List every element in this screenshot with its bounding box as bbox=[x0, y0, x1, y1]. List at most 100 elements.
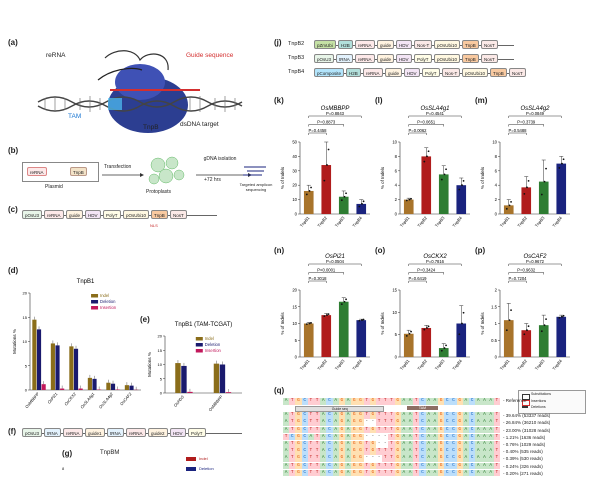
x-tick-label: TnpB2 bbox=[516, 358, 528, 371]
nucleotide: A bbox=[462, 419, 469, 427]
legend-swatch bbox=[195, 343, 203, 347]
data-point bbox=[561, 162, 563, 165]
nucleotide: A bbox=[425, 462, 432, 470]
nucleotide: G bbox=[351, 419, 358, 427]
y-tick-label: 5 bbox=[25, 363, 28, 368]
data-point bbox=[526, 329, 528, 332]
nucleotide: T bbox=[388, 455, 395, 463]
q-guide-seq-bar: Guide seq bbox=[295, 406, 385, 413]
nucleotide: A bbox=[481, 462, 488, 470]
p-value-label: P=0.9672 bbox=[526, 259, 545, 264]
nucleotide: C bbox=[419, 462, 426, 470]
nucleotide: G bbox=[357, 455, 364, 463]
construct-j-label-tnpb3: TnpB3 bbox=[288, 55, 305, 61]
bar-tnpb4 bbox=[356, 320, 367, 357]
nucleotide: C bbox=[326, 419, 333, 427]
nucleotide: A bbox=[345, 469, 352, 477]
y-tick-label: 10 bbox=[492, 140, 497, 145]
nucleotide: A bbox=[345, 448, 352, 455]
nucleotide: T bbox=[382, 398, 389, 405]
chart-m-ossla4g2: OsSLA4g2 0 2 4 6 8 10 % of Indels TnpB1 TnpB2 TnpB… bbox=[480, 106, 570, 228]
bar-tnpb4 bbox=[556, 316, 567, 357]
nucleotide: A bbox=[475, 469, 482, 477]
p-value-label: P=0.3739 bbox=[517, 120, 536, 125]
chart-title: OsMBBPP bbox=[321, 106, 350, 112]
bar-tnpb3 bbox=[338, 301, 349, 357]
p-value-label: P=0.0849 bbox=[526, 111, 545, 116]
nucleotide: A bbox=[320, 448, 327, 455]
data-point bbox=[423, 160, 426, 163]
nucleotide: A bbox=[487, 448, 494, 455]
construct-part-guide2: guide2 bbox=[148, 428, 168, 437]
tam-label: TAM bbox=[68, 113, 82, 120]
nucleotide: C bbox=[301, 441, 308, 448]
data-point bbox=[405, 199, 408, 202]
nucleotide: A bbox=[481, 455, 488, 463]
y-tick-label: 20 bbox=[292, 288, 297, 293]
y-axis-label: Mutations % bbox=[12, 329, 17, 354]
y-axis-label: % of Indels bbox=[280, 166, 285, 189]
data-point bbox=[558, 167, 561, 169]
bar-insertion bbox=[41, 384, 46, 390]
panel-label-j: (j) bbox=[274, 38, 282, 47]
targeted-sequencing-label: Targeted amplicon sequencing bbox=[239, 182, 273, 192]
data-point bbox=[462, 179, 465, 182]
nucleotide: C bbox=[301, 433, 308, 441]
nucleotide: A bbox=[475, 462, 482, 470]
nucleotide: T bbox=[314, 448, 321, 455]
nucleotide: G bbox=[438, 448, 445, 455]
legend-swatch bbox=[91, 300, 99, 304]
data-point bbox=[427, 325, 430, 328]
panel-label-q: (q) bbox=[274, 386, 285, 395]
x-tick-label: TnpB1 bbox=[399, 358, 411, 371]
nucleotide: C bbox=[301, 398, 308, 405]
p-value-label: P=0.6419 bbox=[408, 276, 427, 281]
nucleotide: A bbox=[283, 398, 290, 405]
nucleotide: T bbox=[307, 448, 314, 455]
y-tick-label: 15 bbox=[292, 304, 297, 309]
nucleotide: A bbox=[332, 412, 339, 419]
nucleotide: T bbox=[413, 412, 420, 419]
x-tick-label: TnpB2 bbox=[416, 215, 428, 228]
nucleotide: - bbox=[382, 433, 389, 441]
nucleotide: C bbox=[301, 419, 308, 427]
nucleotide: A bbox=[400, 462, 407, 470]
nucleotide: G bbox=[295, 448, 302, 455]
nucleotide: A bbox=[475, 448, 482, 455]
nucleotide: A bbox=[425, 398, 432, 405]
x-tick-label: OsSLA4g2 bbox=[98, 391, 115, 410]
x-tick-label: TnpB2 bbox=[416, 358, 428, 371]
x-tick-label: TnpB1 bbox=[299, 215, 311, 228]
data-point bbox=[543, 324, 546, 327]
nucleotide: G bbox=[295, 469, 302, 477]
p-value-label: P=0.9632 bbox=[517, 268, 536, 273]
nucleotide: G bbox=[438, 441, 445, 448]
construct-part-guide: guide bbox=[377, 40, 395, 49]
q-read-percentage: - 0.76% (1029 reads) bbox=[503, 442, 546, 447]
bar-deletion bbox=[55, 345, 60, 390]
nucleotide: C bbox=[419, 441, 426, 448]
x-tick-label: TnpB4 bbox=[451, 215, 463, 228]
construct-part-nost: NosT bbox=[481, 40, 498, 49]
nucleotide: G bbox=[394, 419, 401, 427]
nucleotide: G bbox=[295, 433, 302, 441]
nucleotide: G bbox=[438, 469, 445, 477]
nucleotide: A bbox=[407, 426, 414, 434]
nucleotide: C bbox=[419, 455, 426, 463]
x-tick-label: OsMBBPP bbox=[207, 394, 223, 412]
nucleotide: T bbox=[314, 426, 321, 434]
nucleotide: G bbox=[394, 469, 401, 477]
nucleotide: A bbox=[425, 448, 432, 455]
nucleotide: A bbox=[481, 448, 488, 455]
nucleotide: T bbox=[388, 426, 395, 434]
nucleotide: A bbox=[345, 441, 352, 448]
nucleotide: A bbox=[462, 426, 469, 434]
nucleotide: G bbox=[351, 462, 358, 470]
data-point bbox=[310, 321, 312, 324]
bar-deletion bbox=[181, 365, 187, 393]
nucleotide: T bbox=[314, 462, 321, 470]
x-tick-label: TnpB3 bbox=[534, 358, 546, 371]
data-point bbox=[527, 179, 530, 182]
x-tick-label: TnpB3 bbox=[334, 358, 346, 371]
rerna-cassette: reRNA bbox=[27, 167, 47, 176]
